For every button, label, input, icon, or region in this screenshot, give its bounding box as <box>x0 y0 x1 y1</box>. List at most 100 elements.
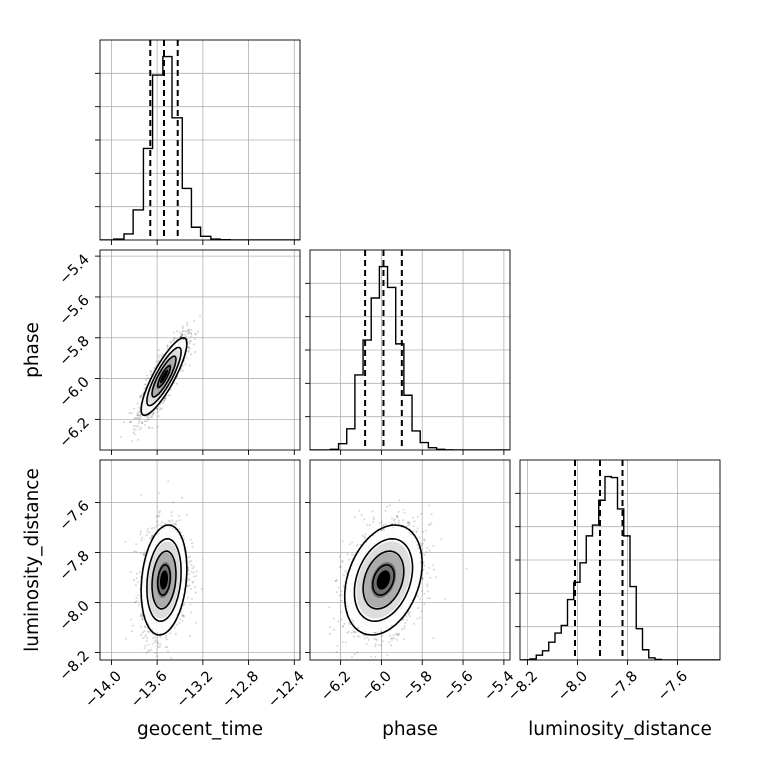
scatter-point <box>157 410 159 413</box>
scatter-point <box>342 574 345 577</box>
scatter-point <box>147 649 150 652</box>
contour-3 <box>156 365 172 388</box>
scatter-point <box>170 657 173 660</box>
scatter-point <box>426 585 429 588</box>
scatter-point <box>168 520 171 523</box>
scatter-point <box>340 611 343 613</box>
scatter-point <box>200 587 203 590</box>
scatter-point <box>182 534 185 537</box>
scatter-point <box>141 422 144 424</box>
x-tick-label: −13.6 <box>128 668 171 711</box>
scatter-point <box>158 492 161 495</box>
scatter-point <box>170 514 173 517</box>
scatter-point <box>190 353 193 356</box>
scatter-point <box>388 634 391 637</box>
scatter-point <box>153 366 156 369</box>
scatter-point <box>193 565 196 568</box>
scatter-point <box>133 407 136 410</box>
scatter-point <box>368 524 371 527</box>
scatter-point <box>412 525 415 528</box>
scatter-point <box>188 561 191 564</box>
scatter-point <box>367 638 370 641</box>
scatter-point <box>134 417 137 419</box>
scatter-point <box>372 520 374 523</box>
scatter-point <box>334 579 337 582</box>
scatter-point <box>188 342 191 345</box>
scatter-point <box>184 333 187 336</box>
scatter-point <box>341 641 344 644</box>
scatter-point <box>351 655 354 658</box>
scatter-point <box>150 648 153 651</box>
scatter-point <box>153 641 156 644</box>
scatter-point <box>430 513 433 515</box>
scatter-point <box>167 394 170 397</box>
scatter-point <box>123 421 126 424</box>
scatter-point <box>169 341 172 344</box>
scatter-point <box>157 645 160 648</box>
scatter-point <box>381 640 384 643</box>
scatter-point <box>180 611 183 614</box>
scatter-point <box>371 510 374 513</box>
scatter-point <box>160 521 163 524</box>
scatter-point <box>124 540 127 543</box>
scatter-point <box>417 595 419 598</box>
scatter-point <box>181 496 184 499</box>
x-axis-label-geocent_time: geocent_time <box>137 719 263 740</box>
scatter-point <box>188 555 191 558</box>
scatter-point <box>175 382 178 385</box>
scatter-point <box>135 425 138 427</box>
scatter-point <box>179 331 181 334</box>
scatter-point <box>164 636 167 639</box>
scatter-point <box>386 654 389 657</box>
scatter-point <box>432 564 435 567</box>
scatter-point <box>426 597 429 600</box>
scatter-point <box>186 324 189 327</box>
histogram-phase <box>310 265 510 450</box>
scatter-point <box>413 622 416 625</box>
scatter-point <box>388 504 391 507</box>
scatter-point <box>341 540 344 543</box>
scatter-point <box>402 638 405 641</box>
scatter-point <box>146 418 149 421</box>
scatter-point <box>420 610 423 613</box>
scatter-point <box>162 400 165 402</box>
scatter-point <box>188 579 190 582</box>
scatter-point <box>394 521 397 524</box>
scatter-point <box>164 661 166 663</box>
contour-1 <box>353 537 414 623</box>
scatter-point <box>164 397 167 400</box>
scatter-point <box>416 527 419 530</box>
scatter-point <box>173 337 176 340</box>
scatter-point <box>335 650 338 653</box>
scatter-point <box>335 580 338 583</box>
scatter-point <box>339 565 342 568</box>
scatter-point <box>140 427 143 430</box>
scatter-point <box>421 589 424 592</box>
scatter-point <box>372 516 375 519</box>
scatter-point <box>192 343 195 346</box>
scatter-point <box>191 545 194 548</box>
x-axis-label-luminosity_distance: luminosity_distance <box>528 719 712 740</box>
scatter-point <box>180 335 183 338</box>
scatter-point <box>133 550 136 553</box>
scatter-point <box>156 523 159 526</box>
scatter-point <box>340 599 343 602</box>
scatter-point <box>393 518 396 521</box>
scatter-point <box>348 623 351 626</box>
panel-frame <box>309 459 511 661</box>
contour-1 <box>146 346 182 407</box>
scatter-point <box>386 505 388 508</box>
scatter-point <box>185 330 188 333</box>
scatter-point <box>145 651 148 654</box>
scatter-point <box>186 321 189 324</box>
scatter-point <box>397 510 400 513</box>
scatter-point <box>422 562 425 565</box>
scatter-point <box>157 415 160 418</box>
scatter-point <box>140 420 143 423</box>
scatter-point <box>363 637 366 640</box>
scatter-point <box>188 584 191 587</box>
scatter-point <box>388 641 391 643</box>
scatter-point <box>151 427 154 430</box>
scatter-point <box>190 538 193 541</box>
scatter-point <box>396 633 399 636</box>
